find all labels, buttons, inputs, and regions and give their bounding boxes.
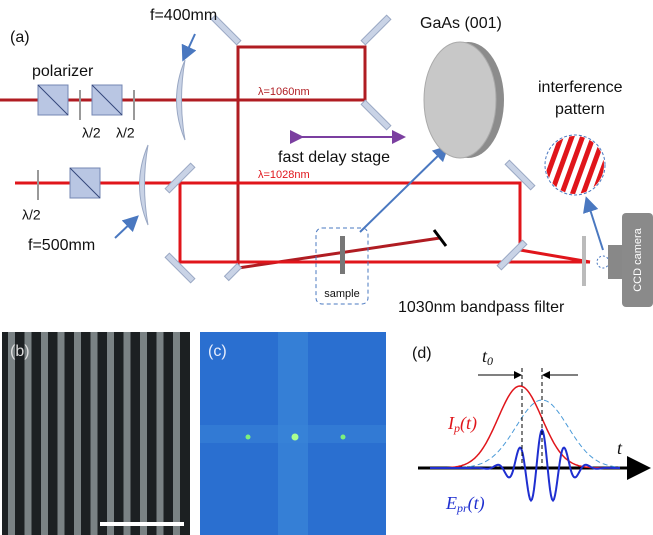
panel-label: (d) (412, 345, 432, 362)
axis-label: t (617, 438, 623, 458)
lens-label: f=500mm (28, 237, 95, 254)
pump-label: Ip(t) (447, 413, 477, 435)
lens-label: f=400mm (150, 7, 217, 24)
arrow (587, 200, 603, 250)
fringe (91, 332, 98, 535)
delay-label: fast delay stage (278, 149, 390, 166)
fringe (107, 332, 114, 535)
panel-a: CCD camera (a) polarizer f=400mm λ/2 λ/2… (0, 7, 653, 316)
panel-c: (c) (200, 332, 386, 535)
filter (582, 236, 586, 286)
beam-label: λ=1060nm (258, 86, 310, 98)
sample (340, 236, 345, 274)
fringe (124, 332, 131, 535)
scale-bar (100, 522, 184, 526)
fft-peak (292, 434, 299, 441)
mirror (497, 240, 527, 270)
panel-label: (b) (10, 343, 30, 360)
fringe (157, 332, 164, 535)
probe-curve (430, 430, 620, 501)
polarizer-cube (70, 168, 100, 198)
symbol: E (445, 493, 457, 513)
focus-spot (597, 256, 609, 268)
crystal-label: GaAs (001) (420, 15, 502, 32)
beam-1028 (15, 183, 590, 262)
panel-label: (c) (208, 343, 227, 360)
subscript: 0 (487, 354, 493, 368)
mirror (361, 100, 391, 130)
fringe (8, 332, 15, 535)
fringe (58, 332, 65, 535)
waveplate-label: λ/2 (82, 125, 101, 141)
pattern-label: pattern (555, 101, 605, 118)
fringe (74, 332, 81, 535)
pattern-label: interference (538, 79, 623, 96)
fringe (140, 332, 147, 535)
filter-label: 1030nm bandpass filter (398, 299, 565, 316)
argument: (t) (468, 493, 485, 514)
subscript: pr (456, 501, 468, 515)
probe-label: Epr(t) (445, 493, 485, 515)
fft-band (200, 425, 386, 443)
polarizer-label: polarizer (32, 63, 94, 80)
crystal (424, 42, 496, 158)
mirror (361, 15, 391, 45)
waveplate-label: λ/2 (22, 207, 41, 223)
polarizer-cube (38, 85, 68, 115)
polarizer-cube (92, 85, 122, 115)
subscript: p (453, 421, 460, 435)
panel-label: (a) (10, 29, 30, 46)
delay-label: t0 (482, 346, 493, 368)
panel-d: (d) t0 t Ip(t) Epr(t) (412, 345, 645, 515)
beam-label: λ=1028nm (258, 169, 310, 181)
mirror (225, 264, 242, 281)
fft-peak (341, 435, 346, 440)
camera-lens (608, 245, 624, 279)
fringe (41, 332, 48, 535)
arrow (184, 34, 195, 58)
fft-peak (246, 435, 251, 440)
panel-b: (b) (2, 332, 190, 535)
figure: CCD camera (a) polarizer f=400mm λ/2 λ/2… (0, 0, 653, 535)
argument: (t) (460, 413, 477, 434)
waveplate-label: λ/2 (116, 125, 135, 141)
camera-label: CCD camera (632, 227, 644, 291)
fringe (173, 332, 180, 535)
arrow (115, 218, 136, 238)
sample-label: sample (324, 288, 359, 300)
lens (140, 145, 149, 225)
fringe (25, 332, 32, 535)
